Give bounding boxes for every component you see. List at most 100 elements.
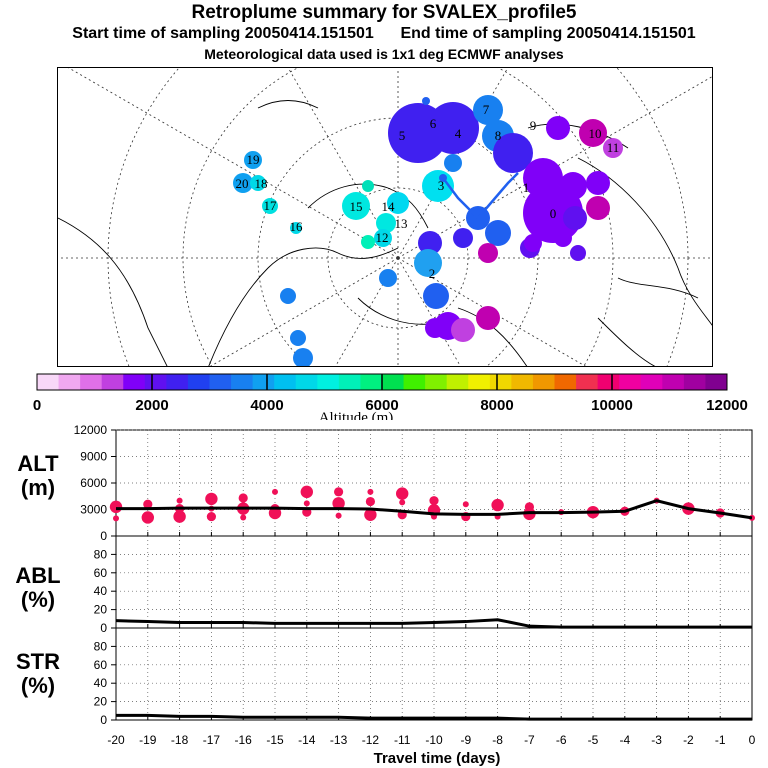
plume-circle — [603, 138, 623, 158]
plume-circle — [451, 318, 475, 342]
cluster-dot — [173, 510, 186, 523]
colorbar-swatch — [295, 374, 318, 390]
cluster-dot — [303, 500, 310, 507]
y-tick-label: 0 — [100, 713, 107, 727]
plume-circle — [374, 229, 392, 247]
panel-frame — [115, 627, 753, 721]
colorbar-swatch — [274, 374, 297, 390]
plume-number-label: 0 — [550, 206, 557, 221]
coastline — [257, 100, 319, 109]
plume-number-label: 15 — [350, 199, 363, 214]
plume-circle — [453, 228, 473, 248]
colorbar-tick-label: 10000 — [591, 397, 633, 414]
colorbar-tick-label: 4000 — [250, 397, 283, 414]
x-tick-label: -20 — [107, 733, 125, 747]
plume-number-label: 10 — [589, 126, 602, 141]
cluster-dot — [332, 497, 345, 510]
colorbar-tick-label: 8000 — [480, 397, 513, 414]
abl-label-line1: ABL — [15, 563, 61, 588]
y-tick-label: 40 — [94, 584, 108, 598]
x-tick-label: -18 — [171, 733, 189, 747]
plume-number-label: 14 — [382, 199, 396, 214]
y-tick-label: 20 — [94, 695, 108, 709]
colorbar-swatch — [338, 374, 361, 390]
plume-number-label: 8 — [495, 128, 502, 143]
x-tick-label: -15 — [266, 733, 284, 747]
x-tick-label: -2 — [683, 733, 694, 747]
meridian-line — [68, 68, 399, 259]
cluster-dot — [334, 487, 344, 497]
x-tick-label: -6 — [556, 733, 567, 747]
cluster-dot — [399, 499, 406, 506]
colorbar-swatch — [468, 374, 491, 390]
cluster-dot — [300, 485, 313, 499]
plume-circle — [280, 288, 296, 304]
cluster-dot — [206, 511, 216, 522]
y-tick-label: 80 — [94, 547, 108, 561]
plume-circle — [473, 95, 503, 125]
alt-label-line2: (m) — [20, 475, 56, 500]
altitude-colorbar: 0 2000 4000 6000 8000 10000 12000 Altitude (m) — [33, 373, 748, 420]
cluster-dot — [396, 487, 409, 500]
y-tick-label: 80 — [94, 639, 108, 653]
meridian-line — [397, 76, 712, 259]
coastline — [307, 183, 429, 229]
plume-circle — [290, 222, 302, 234]
plume-number-label: 17 — [264, 198, 278, 213]
colorbar-tick-label: 6000 — [365, 397, 398, 414]
colorbar-swatch — [489, 374, 512, 390]
colorbar-swatch — [144, 374, 167, 390]
y-tick-label: 9000 — [80, 450, 107, 464]
meridian-line — [335, 257, 399, 366]
plume-circle — [554, 229, 572, 247]
x-tick-label: -14 — [298, 733, 316, 747]
cluster-dot — [367, 488, 374, 495]
y-tick-label: 40 — [94, 676, 108, 690]
plume-number-label: 20 — [236, 176, 249, 191]
plume-circle — [476, 306, 500, 330]
plume-number-label: 6 — [430, 116, 437, 131]
plume-circle — [485, 220, 511, 246]
plume-circle — [233, 173, 253, 193]
x-tick-label: 0 — [749, 733, 756, 747]
colorbar-swatch — [532, 374, 555, 390]
plume-circle — [426, 111, 434, 119]
x-tick-label: -3 — [651, 733, 662, 747]
plume-circle — [414, 249, 442, 277]
cluster-dot — [491, 498, 504, 512]
plume-circle — [293, 348, 313, 366]
plume-circle — [387, 192, 409, 214]
colorbar-swatch — [403, 374, 426, 390]
abl-panel-label: ABL (%) — [6, 564, 70, 612]
coastline — [457, 307, 528, 366]
plume-circle — [342, 192, 370, 220]
colorbar-swatch — [231, 374, 254, 390]
cluster-dot — [364, 508, 377, 521]
colorbar-swatch — [640, 374, 663, 390]
trajectory-line — [442, 172, 519, 220]
str-label-line2: (%) — [20, 673, 56, 698]
meridian-line — [210, 257, 399, 366]
colorbar-swatch — [101, 374, 124, 390]
x-tick-label: -9 — [460, 733, 471, 747]
colorbar-axis-label: Altitude (m) — [319, 410, 394, 420]
cluster-dot — [429, 496, 439, 506]
plume-circle — [444, 154, 462, 172]
x-tick-label: -4 — [619, 733, 630, 747]
y-tick-label: 3000 — [80, 503, 107, 517]
plume-circle — [586, 196, 610, 220]
colorbar-swatch — [166, 374, 189, 390]
plume-circle — [579, 119, 607, 147]
x-tick-label: -7 — [524, 733, 535, 747]
cluster-dot — [176, 497, 183, 504]
colorbar-swatch — [37, 374, 60, 390]
x-tick-label: -11 — [394, 733, 411, 747]
str-panel-label: STR (%) — [6, 650, 70, 698]
plume-number-label: 13 — [395, 216, 408, 231]
series-line — [116, 499, 753, 520]
panel-frame — [115, 535, 753, 629]
meridian-line — [397, 257, 586, 366]
colorbar-swatch — [619, 374, 642, 390]
x-tick-label: -17 — [203, 733, 221, 747]
